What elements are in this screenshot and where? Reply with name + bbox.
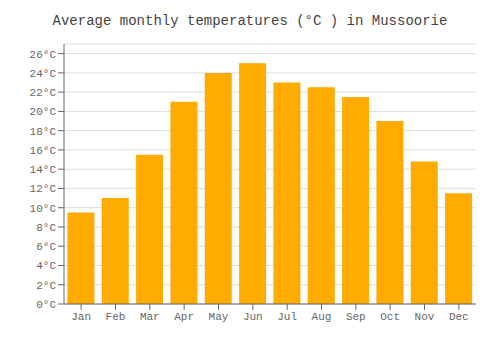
svg-text:18°C: 18°C <box>30 126 57 138</box>
svg-text:10°C: 10°C <box>30 203 57 215</box>
svg-text:Jun: Jun <box>243 311 263 323</box>
svg-text:2°C: 2°C <box>36 280 56 292</box>
svg-text:Feb: Feb <box>106 311 126 323</box>
svg-text:22°C: 22°C <box>30 87 57 99</box>
svg-text:24°C: 24°C <box>30 68 57 80</box>
svg-text:Oct: Oct <box>380 311 400 323</box>
svg-text:8°C: 8°C <box>36 222 56 234</box>
svg-text:6°C: 6°C <box>36 241 56 253</box>
html-text:Average monthly temperatures (: Average monthly temperatures (°C ) in Mu… <box>52 13 448 29</box>
svg-text:Mar: Mar <box>140 311 160 323</box>
svg-text:Aug: Aug <box>312 311 332 323</box>
svg-text:26°C: 26°C <box>30 49 57 61</box>
svg-text:4°C: 4°C <box>36 260 56 272</box>
svg-text:Jul: Jul <box>277 311 297 323</box>
svg-text:May: May <box>209 311 229 323</box>
svg-text:Apr: Apr <box>174 311 194 323</box>
svg-text:Jan: Jan <box>71 311 91 323</box>
svg-text:20°C: 20°C <box>30 106 57 118</box>
svg-text:Nov: Nov <box>415 311 435 323</box>
svg-text:16°C: 16°C <box>30 145 57 157</box>
svg-text:Sep: Sep <box>346 311 366 323</box>
svg-text:12°C: 12°C <box>30 183 57 195</box>
svg-text:0°C: 0°C <box>36 299 56 311</box>
svg-text:Dec: Dec <box>449 311 469 323</box>
svg-text:14°C: 14°C <box>30 164 57 176</box>
